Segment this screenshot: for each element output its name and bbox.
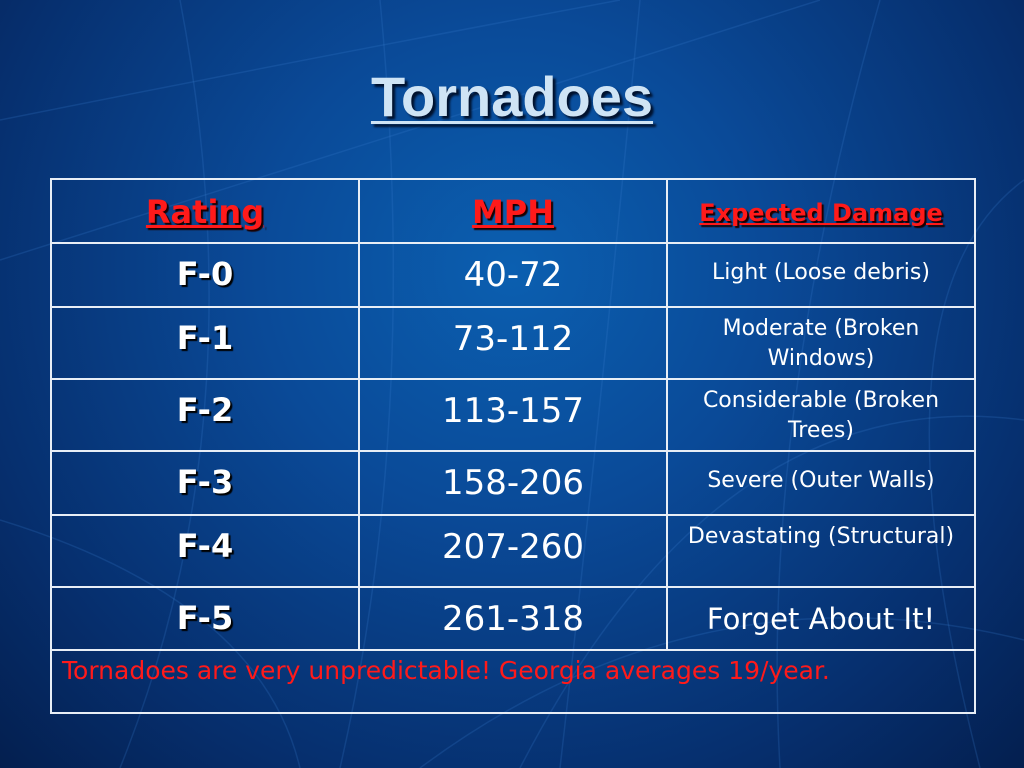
mph-value: 73-112 — [452, 319, 574, 359]
damage-value: Moderate (Broken Windows) — [722, 316, 920, 371]
rating-cell: F-5 — [50, 586, 360, 651]
rating-value: F-1 — [176, 319, 234, 357]
mph-cell: 73-112 — [358, 306, 668, 380]
footer-cell: Tornadoes are very unpredictable! Georgi… — [50, 649, 976, 714]
header-rating: Rating — [145, 193, 265, 231]
damage-cell: Considerable (Broken Trees) — [666, 378, 976, 452]
header-mph: MPH — [471, 193, 555, 231]
table-row: F-3 158-206 Severe (Outer Walls) — [50, 450, 976, 516]
mph-value: 207-260 — [441, 527, 585, 567]
damage-value: Considerable (Broken Trees) — [702, 388, 940, 443]
mph-cell: 207-260 — [358, 514, 668, 588]
table-row: F-2 113-157 Considerable (Broken Trees) — [50, 378, 976, 452]
damage-cell: Moderate (Broken Windows) — [666, 306, 976, 380]
rating-value: F-3 — [176, 463, 234, 501]
rating-cell: F-1 — [50, 306, 360, 380]
rating-value: F-4 — [176, 527, 234, 565]
table-row: F-5 261-318 Forget About It! — [50, 586, 976, 651]
table-row: F-1 73-112 Moderate (Broken Windows) — [50, 306, 976, 380]
rating-cell: F-3 — [50, 450, 360, 516]
damage-value: Forget About It! — [706, 602, 936, 636]
mph-cell: 40-72 — [358, 242, 668, 308]
rating-cell: F-4 — [50, 514, 360, 588]
damage-cell: Severe (Outer Walls) — [666, 450, 976, 516]
table-row: F-0 40-72 Light (Loose debris) — [50, 242, 976, 308]
table-header-row: Rating MPH Expected Damage — [50, 178, 976, 244]
mph-cell: 158-206 — [358, 450, 668, 516]
header-cell-mph: MPH — [358, 178, 668, 244]
mph-value: 261-318 — [441, 599, 585, 639]
damage-value: Severe (Outer Walls) — [707, 468, 935, 493]
damage-cell: Forget About It! — [666, 586, 976, 651]
rating-value: F-2 — [176, 391, 234, 429]
header-expected-damage: Expected Damage — [699, 199, 943, 227]
mph-value: 40-72 — [463, 255, 563, 295]
rating-value: F-5 — [176, 599, 234, 637]
damage-cell: Light (Loose debris) — [666, 242, 976, 308]
mph-cell: 113-157 — [358, 378, 668, 452]
damage-value: Devastating (Structural) — [687, 524, 955, 549]
header-cell-damage: Expected Damage — [666, 178, 976, 244]
rating-cell: F-2 — [50, 378, 360, 452]
table-row: F-4 207-260 Devastating (Structural) — [50, 514, 976, 588]
mph-value: 113-157 — [441, 391, 585, 431]
rating-value: F-0 — [176, 255, 234, 293]
damage-value: Light (Loose debris) — [712, 260, 930, 285]
header-cell-rating: Rating — [50, 178, 360, 244]
footer-note: Tornadoes are very unpredictable! Georgi… — [62, 656, 830, 685]
rating-cell: F-0 — [50, 242, 360, 308]
table-footer-row: Tornadoes are very unpredictable! Georgi… — [50, 649, 976, 714]
slide-title: Tornadoes — [370, 65, 654, 128]
tornado-rating-table: Rating MPH Expected Damage F-0 40-72 Lig… — [50, 178, 976, 714]
damage-cell: Devastating (Structural) — [666, 514, 976, 588]
mph-value: 158-206 — [441, 463, 585, 503]
mph-cell: 261-318 — [358, 586, 668, 651]
